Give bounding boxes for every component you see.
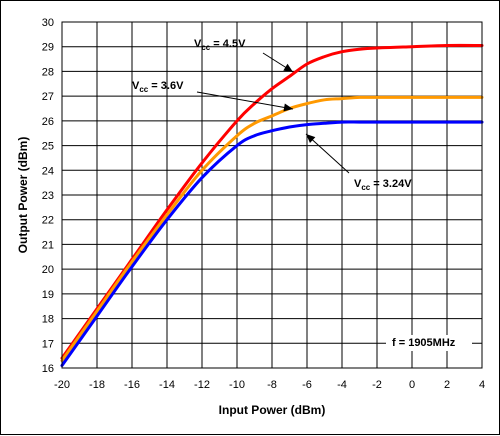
y-tick-label: 23 — [42, 190, 54, 202]
y-tick-label: 16 — [42, 363, 54, 375]
y-tick-label: 28 — [42, 66, 54, 78]
x-tick-label: -16 — [124, 379, 140, 391]
x-tick-label: -14 — [159, 379, 175, 391]
y-tick-label: 20 — [42, 264, 54, 276]
x-tick-label: 4 — [479, 379, 485, 391]
y-tick-label: 25 — [42, 141, 54, 153]
x-tick-label: -20 — [54, 379, 70, 391]
x-tick-label: -4 — [337, 379, 347, 391]
x-tick-label: -18 — [89, 379, 105, 391]
x-tick-label: -12 — [194, 379, 210, 391]
y-tick-label: 24 — [42, 165, 54, 177]
x-tick-label: -6 — [302, 379, 312, 391]
y-tick-label: 21 — [42, 239, 54, 251]
x-tick-labels: -20 -18 -16 -14 -12 -10 -8 -6 -4 -2 0 2 4 — [54, 379, 485, 391]
frequency-note: f = 1905MHz — [392, 337, 456, 349]
grid — [62, 22, 482, 368]
series-label-vcc-3-24v: Vcc = 3.24V — [354, 178, 412, 192]
y-tick-label: 29 — [42, 42, 54, 54]
series-label-vcc-3-6v: Vcc = 3.6V — [132, 80, 184, 94]
y-tick-label: 22 — [42, 215, 54, 227]
y-axis-title: Output Power (dBm) — [16, 137, 30, 254]
y-tick-labels: 16 17 18 19 20 21 22 23 24 25 26 27 28 29 30 — [42, 17, 54, 375]
x-tick-label: 2 — [444, 379, 450, 391]
annotation-arrowhead — [283, 64, 293, 72]
x-tick-label: -2 — [372, 379, 382, 391]
x-axis-title: Input Power (dBm) — [219, 403, 326, 417]
y-tick-label: 26 — [42, 116, 54, 128]
x-tick-label: -8 — [267, 379, 277, 391]
y-tick-label: 27 — [42, 91, 54, 103]
x-tick-label: -10 — [229, 379, 245, 391]
y-tick-label: 30 — [42, 17, 54, 29]
x-tick-label: 0 — [409, 379, 415, 391]
annotation-arrow-line — [197, 92, 293, 109]
y-tick-label: 18 — [42, 314, 54, 326]
y-tick-label: 17 — [42, 338, 54, 350]
y-tick-label: 19 — [42, 289, 54, 301]
